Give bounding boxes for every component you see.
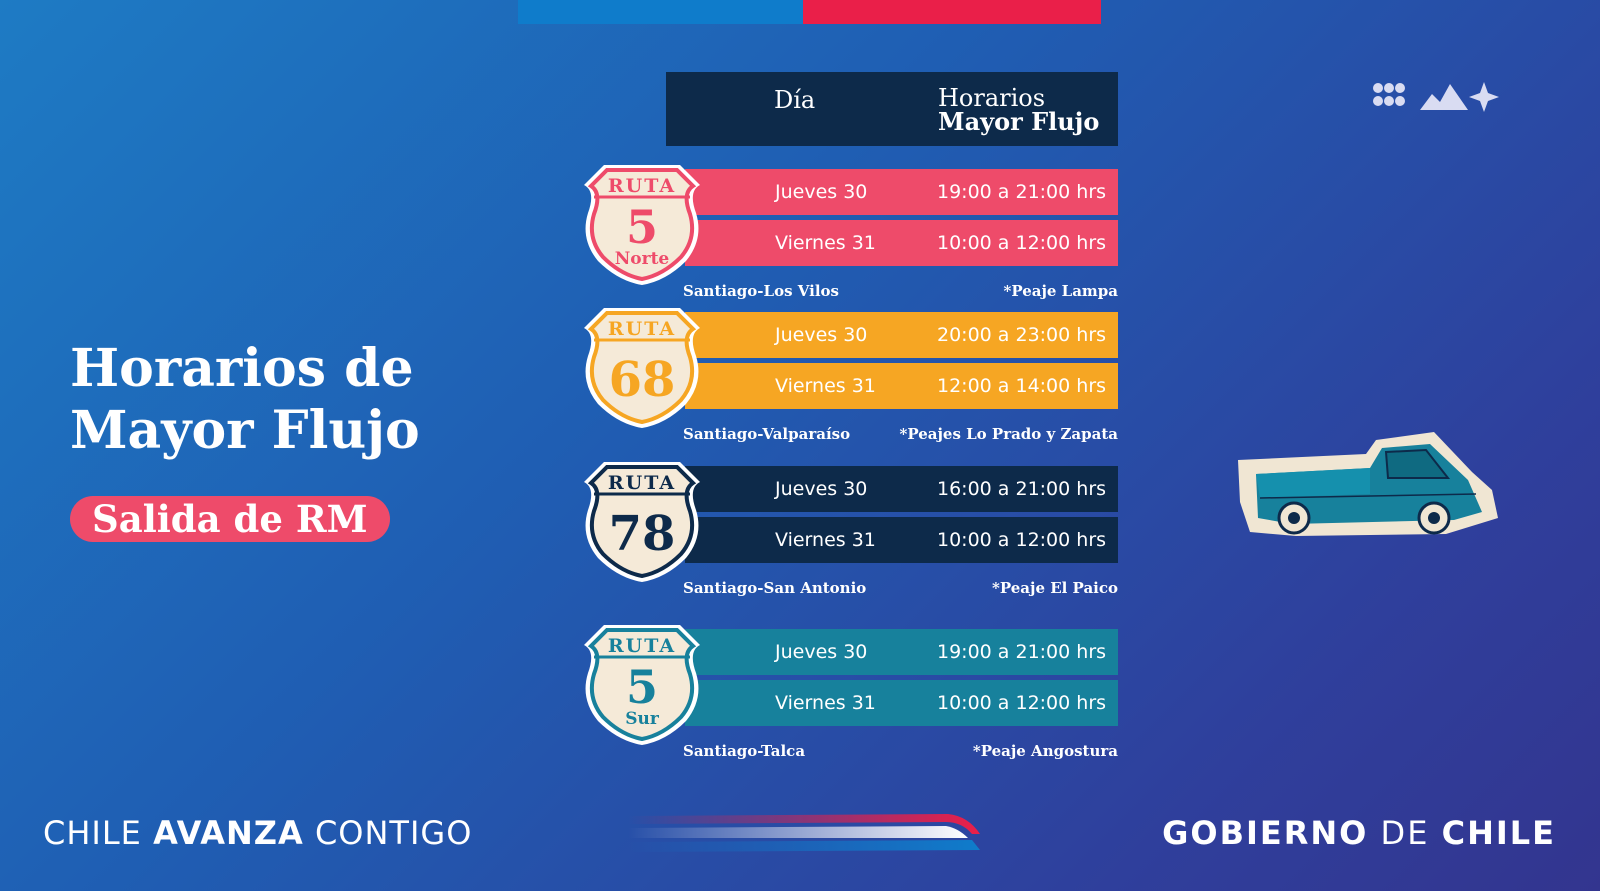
route-row: Jueves 30 16:00 a 21:00 hrs <box>685 466 1118 512</box>
route-toll: *Peaje El Paico <box>992 579 1118 597</box>
pickup-truck-icon <box>1238 432 1498 536</box>
page-title: Horarios de Mayor Flujo <box>70 338 490 462</box>
header-day: Día <box>774 86 816 114</box>
shield-suffix: Norte <box>615 249 670 269</box>
row-day: Jueves 30 <box>775 478 868 500</box>
table-header: Día Horarios Mayor Flujo <box>666 72 1118 146</box>
route-row: Viernes 31 10:00 a 12:00 hrs <box>685 220 1118 266</box>
subtitle-badge: Salida de RM <box>70 496 390 542</box>
row-hours: 10:00 a 12:00 hrs <box>937 529 1107 551</box>
flag-red-bar <box>803 0 1101 24</box>
shield-suffix: Sur <box>625 709 660 729</box>
shield-number: 68 <box>609 352 676 408</box>
footer-right-mid: DE <box>1380 814 1430 852</box>
row-hours: 12:00 a 14:00 hrs <box>937 375 1107 397</box>
shield-label: RUTA <box>608 318 676 340</box>
route-shield-icon: RUTA 78 <box>584 462 700 582</box>
route-shield-icon: RUTA 5 Sur <box>584 625 700 745</box>
header-hours-line-1: Horarios <box>938 84 1046 112</box>
row-day: Viernes 31 <box>775 375 876 397</box>
route-segment: Santiago-San Antonio <box>683 579 867 597</box>
shield-number: 78 <box>609 506 676 562</box>
route-toll: *Peaje Lampa <box>1003 282 1118 300</box>
row-day: Jueves 30 <box>775 641 868 663</box>
row-day: Jueves 30 <box>775 181 868 203</box>
title-line-1: Horarios de <box>70 338 414 399</box>
route-row: Jueves 30 19:00 a 21:00 hrs <box>685 629 1118 675</box>
footer-left-bold: AVANZA <box>153 814 304 852</box>
footer-right-bold-2: CHILE <box>1441 814 1556 852</box>
row-hours: 10:00 a 12:00 hrs <box>937 232 1107 254</box>
shield-number: 5 <box>626 200 658 254</box>
route-toll: *Peajes Lo Prado y Zapata <box>899 425 1118 443</box>
footer-right-bold-1: GOBIERNO <box>1162 814 1369 852</box>
row-day: Viernes 31 <box>775 232 876 254</box>
route-row: Jueves 30 19:00 a 21:00 hrs <box>685 169 1118 215</box>
row-day: Viernes 31 <box>775 692 876 714</box>
shield-number: 5 <box>626 660 658 714</box>
row-hours: 19:00 a 21:00 hrs <box>937 641 1107 663</box>
row-day: Viernes 31 <box>775 529 876 551</box>
footer-slogan: CHILE AVANZA CONTIGO <box>43 814 472 852</box>
row-hours: 20:00 a 23:00 hrs <box>937 324 1107 346</box>
row-hours: 19:00 a 21:00 hrs <box>937 181 1107 203</box>
shield-label: RUTA <box>608 635 676 657</box>
route-shield-icon: RUTA 5 Norte <box>584 165 700 285</box>
route-segment: Santiago-Talca <box>683 742 806 760</box>
footer-left-suffix: CONTIGO <box>314 814 473 852</box>
route-shield-icon: RUTA 68 <box>584 308 700 428</box>
route-segment: Santiago-Valparaíso <box>683 425 851 443</box>
footer-left-prefix: CHILE <box>43 814 142 852</box>
row-day: Jueves 30 <box>775 324 868 346</box>
row-hours: 16:00 a 21:00 hrs <box>937 478 1107 500</box>
route-row: Viernes 31 10:00 a 12:00 hrs <box>685 680 1118 726</box>
header-hours: Horarios Mayor Flujo <box>938 86 1099 134</box>
route-row: Viernes 31 12:00 a 14:00 hrs <box>685 363 1118 409</box>
header-hours-line-2: Mayor Flujo <box>938 107 1100 136</box>
route-row: Viernes 31 10:00 a 12:00 hrs <box>685 517 1118 563</box>
footer-government: GOBIERNO DE CHILE <box>1162 814 1556 852</box>
route-row: Jueves 30 20:00 a 23:00 hrs <box>685 312 1118 358</box>
flag-blue-bar <box>518 0 803 24</box>
shield-label: RUTA <box>608 472 676 494</box>
route-toll: *Peaje Angostura <box>972 742 1118 760</box>
route-segment: Santiago-Los Vilos <box>683 282 839 300</box>
row-hours: 10:00 a 12:00 hrs <box>937 692 1107 714</box>
tricolor-swoosh-icon <box>628 814 980 852</box>
dots-mountains-star-icon <box>1373 82 1499 112</box>
shield-label: RUTA <box>608 175 676 197</box>
title-line-2: Mayor Flujo <box>70 400 420 461</box>
